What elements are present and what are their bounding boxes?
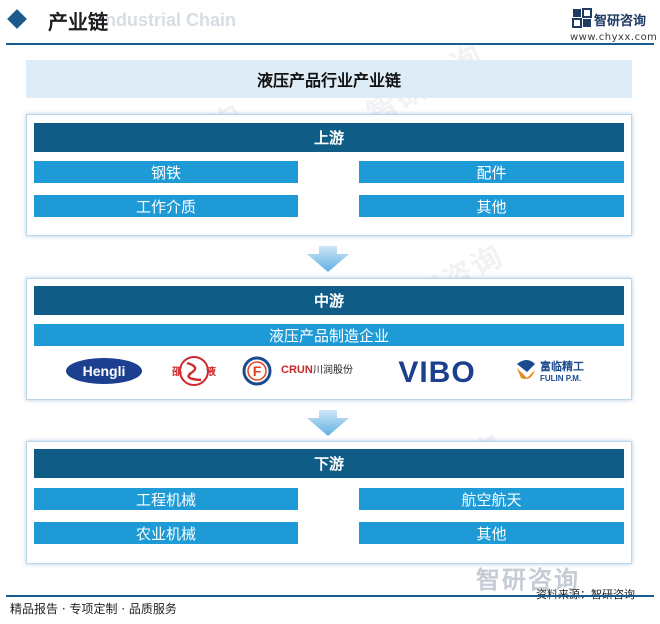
svg-text:液: 液 — [206, 365, 216, 378]
midstream-item: 液压产品制造企业 — [34, 324, 624, 346]
chuanrun-logo: CRUN 川润股份 — [281, 349, 365, 393]
midstream-title: 中游 — [34, 286, 624, 315]
upstream-item: 工作介质 — [34, 195, 298, 217]
footer-slogan: 精品报告 · 专项定制 · 品质服务 — [10, 602, 177, 616]
downstream-title: 下游 — [34, 449, 624, 478]
site-url: www.chyxx.com — [570, 32, 658, 43]
downstream-item: 工程机械 — [34, 488, 298, 510]
downstream-item: 其他 — [359, 522, 624, 544]
brand-name: 智研咨询 — [594, 14, 647, 29]
page-title: 产业链 — [48, 10, 108, 34]
footer-divider — [6, 595, 654, 597]
chuanrun-logo-sub: CRUN — [281, 364, 313, 376]
upstream-item: 钢铁 — [34, 161, 298, 183]
down-arrow-icon — [307, 246, 349, 272]
downstream-item: 航空航天 — [359, 488, 624, 510]
down-arrow-icon — [307, 410, 349, 436]
footer-watermark: 智研咨询 — [476, 566, 580, 594]
downstream-panel: 下游 工程机械 航空航天 农业机械 其他 — [26, 441, 632, 564]
source-note: 资料来源：智研咨询 — [536, 586, 635, 602]
shaoye-logo: 邵 液 — [169, 349, 219, 393]
midstream-panel: 中游 液压产品制造企业 Hengli 邵 液 F — [26, 278, 632, 400]
chuanrun-logo-text: 川润股份 — [313, 363, 353, 376]
f-logo: F — [241, 349, 273, 393]
hengli-logo: Hengli — [65, 349, 147, 393]
upstream-item: 配件 — [359, 161, 624, 183]
diamond-icon — [7, 9, 27, 29]
fulin-logo-sub: FULIN P.M. — [540, 374, 581, 383]
header-ghost-text: Industrial Chain — [100, 10, 237, 30]
vibo-logo: VIBO — [391, 349, 483, 393]
header-divider — [6, 43, 654, 45]
upstream-title: 上游 — [34, 123, 624, 152]
upstream-item: 其他 — [359, 195, 624, 217]
fulin-logo-text: 富临精工 — [540, 359, 584, 373]
hengli-logo-text: Hengli — [83, 363, 126, 379]
downstream-item: 农业机械 — [34, 522, 298, 544]
upstream-panel: 上游 钢铁 配件 工作介质 其他 — [26, 114, 632, 236]
header: Industrial Chain 产业链 智研咨询 www.chyxx.com — [0, 0, 660, 45]
fulin-logo: 富临精工 FULIN P.M. — [513, 349, 603, 393]
company-logos: Hengli 邵 液 F CRUN 川润股份 — [27, 349, 633, 393]
f-logo-text: F — [253, 363, 262, 379]
diagram-title: 液压产品行业产业链 — [26, 60, 632, 98]
vibo-logo-text: VIBO — [398, 356, 475, 387]
brand-logo-icon — [572, 8, 592, 28]
svg-text:邵: 邵 — [171, 366, 182, 378]
